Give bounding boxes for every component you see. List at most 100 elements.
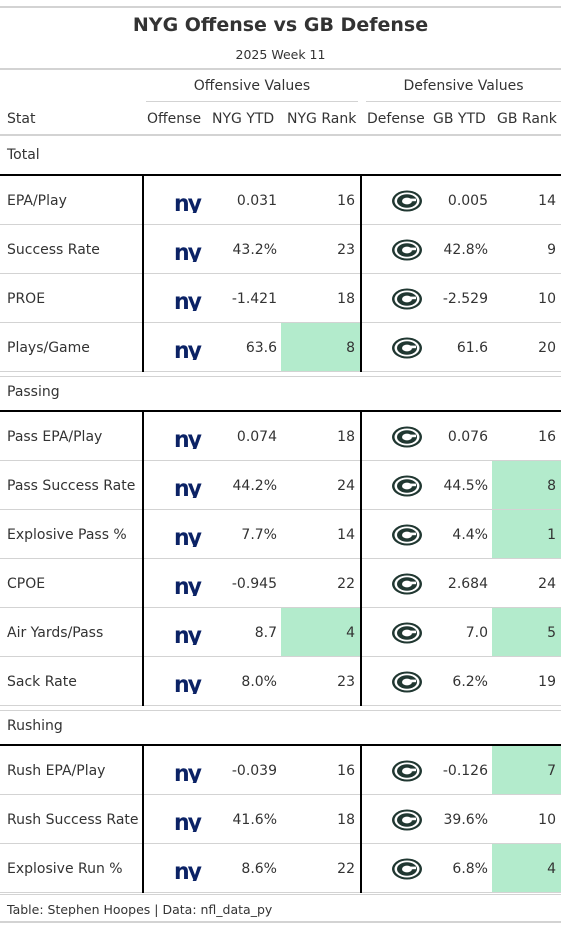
gb-ytd-value: 7.0 (465, 624, 488, 641)
table-row: CPOE ny -0.945 22 2.684 24 (0, 559, 561, 608)
table-subtitle: 2025 Week 11 (235, 47, 326, 62)
gb-rank-value: 7 (492, 746, 561, 795)
nyg-rank-value: 14 (337, 526, 355, 543)
gb-ytd-value: 2.684 (447, 575, 488, 592)
svg-text:ny: ny (174, 475, 202, 497)
gb-rank-value: 10 (538, 290, 556, 307)
colhead-nyg-rank: NYG Rank (287, 111, 357, 127)
nyg-ytd-value: -1.421 (231, 290, 277, 307)
row-divider (0, 843, 561, 844)
row-divider (0, 273, 561, 274)
gb-rank-value: 16 (538, 428, 556, 445)
stat-name: Sack Rate (7, 673, 77, 690)
row-divider (0, 509, 561, 510)
group-bottom-rule (0, 892, 561, 893)
gb-ytd-value: 0.005 (447, 192, 488, 209)
group-top-rule (0, 174, 561, 176)
defense-divider (360, 411, 362, 706)
row-divider (0, 794, 561, 795)
gb-rank-value: 4 (492, 844, 561, 893)
table-row: Plays/Game ny 63.6 8 61.6 20 (0, 323, 561, 372)
bottom-rule (0, 921, 561, 923)
nyg-logo-icon: ny (143, 323, 231, 372)
table-row: Sack Rate ny 8.0% 23 6.2% 19 (0, 657, 561, 706)
nyg-rank-value: 23 (337, 673, 355, 690)
top-rule (0, 6, 561, 8)
nyg-logo-icon: ny (143, 412, 231, 461)
table-row: Rush EPA/Play ny -0.039 16 -0.126 7 (0, 746, 561, 795)
table-footer: Table: Stephen Hoopes | Data: nfl_data_p… (7, 902, 273, 917)
group-sep (0, 710, 561, 711)
stat-name: EPA/Play (7, 192, 67, 209)
gb-rank-value: 8 (492, 461, 561, 510)
header-rule (0, 68, 561, 70)
gb-rank-value: 10 (538, 811, 556, 828)
gb-logo-icon (362, 274, 452, 323)
colhead-offense: Offense (147, 111, 202, 127)
svg-text:ny: ny (174, 337, 202, 359)
spanner-offense-rule (146, 101, 358, 102)
group-sep (0, 376, 561, 377)
stat-name: Plays/Game (7, 339, 90, 356)
defense-divider (360, 745, 362, 893)
table-row: Explosive Pass % ny 7.7% 14 4.4% 1 (0, 510, 561, 559)
nyg-ytd-value: 7.7% (241, 526, 277, 543)
offense-divider (142, 745, 144, 893)
stat-name: Success Rate (7, 241, 100, 258)
gb-ytd-value: 4.4% (452, 526, 488, 543)
row-divider (0, 322, 561, 323)
table-row: Air Yards/Pass ny 8.7 4 7.0 5 (0, 608, 561, 657)
nyg-logo-icon: ny (143, 461, 231, 510)
nyg-logo-icon: ny (143, 176, 231, 225)
stat-name: Explosive Pass % (7, 526, 127, 543)
nyg-logo-icon: ny (143, 559, 231, 608)
svg-text:ny: ny (174, 426, 202, 448)
table-row: Explosive Run % ny 8.6% 22 6.8% 4 (0, 844, 561, 893)
gb-ytd-value: 6.8% (452, 860, 488, 877)
spanner-defensive-values: Defensive Values (403, 78, 524, 94)
defense-divider (360, 175, 362, 372)
gb-logo-icon (362, 657, 452, 706)
gb-logo-icon (362, 608, 452, 657)
gb-logo-icon (362, 412, 452, 461)
nyg-ytd-value: 0.031 (236, 192, 277, 209)
group-label-total: Total (7, 147, 40, 163)
group-top-rule (0, 744, 561, 746)
svg-text:ny: ny (174, 524, 202, 546)
colhead-gb-ytd: GB YTD (433, 111, 486, 127)
nyg-rank-value: 18 (337, 290, 355, 307)
table-title: NYG Offense vs GB Defense (132, 14, 429, 36)
nyg-rank-value: 22 (337, 860, 355, 877)
spanner-defense-rule (366, 101, 561, 102)
nyg-rank-value: 4 (281, 608, 361, 657)
stat-name: Pass Success Rate (7, 477, 136, 494)
svg-text:ny: ny (174, 671, 202, 693)
gb-rank-value: 24 (538, 575, 556, 592)
stat-name: Explosive Run % (7, 860, 123, 877)
nyg-logo-icon: ny (143, 844, 231, 893)
row-divider (0, 460, 561, 461)
nyg-rank-value: 24 (337, 477, 355, 494)
gb-logo-icon (362, 176, 452, 225)
gb-rank-value: 14 (538, 192, 556, 209)
gb-ytd-value: 0.076 (447, 428, 488, 445)
table-row: Success Rate ny 43.2% 23 42.8% 9 (0, 225, 561, 274)
footer-rule (0, 894, 561, 895)
nyg-logo-icon: ny (143, 795, 231, 844)
group-label-rushing: Rushing (7, 718, 63, 734)
nyg-rank-value: 16 (337, 762, 355, 779)
nyg-rank-value: 18 (337, 811, 355, 828)
table-row: EPA/Play ny 0.031 16 0.005 14 (0, 176, 561, 225)
gb-logo-icon (362, 844, 452, 893)
colhead-gb-rank: GB Rank (497, 111, 557, 127)
table-row: Rush Success Rate ny 41.6% 18 39.6% 10 (0, 795, 561, 844)
nyg-ytd-value: -0.945 (231, 575, 277, 592)
nyg-ytd-value: 0.074 (236, 428, 277, 445)
nyg-ytd-value: -0.039 (231, 762, 277, 779)
group-bottom-rule (0, 371, 561, 372)
stat-name: PROE (7, 290, 46, 307)
svg-text:ny: ny (174, 190, 202, 212)
table-row: PROE ny -1.421 18 -2.529 10 (0, 274, 561, 323)
gb-rank-value: 9 (547, 241, 556, 258)
gb-ytd-value: -2.529 (442, 290, 488, 307)
